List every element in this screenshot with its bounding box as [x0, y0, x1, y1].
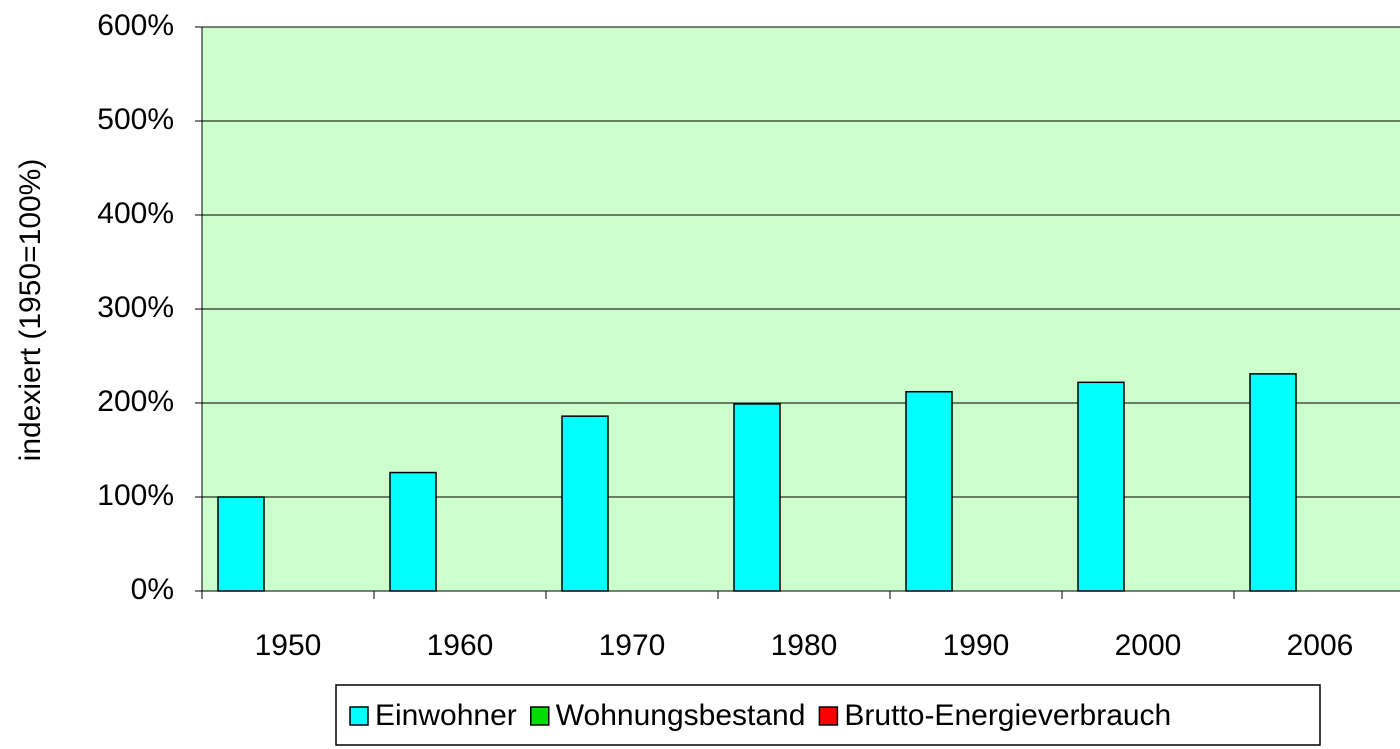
legend-swatch	[818, 706, 839, 726]
legend-label: Wohnungsbestand	[556, 699, 806, 732]
y-tick-label: 300%	[97, 291, 174, 324]
x-tick-label: 1950	[255, 629, 322, 662]
y-tick-label: 400%	[97, 197, 174, 230]
bar	[217, 496, 265, 592]
x-tick-label: 1990	[943, 629, 1010, 662]
y-tick-label: 600%	[97, 9, 174, 42]
bar	[733, 403, 781, 592]
y-tick-label: 0%	[131, 573, 174, 606]
y-tick-label: 500%	[97, 103, 174, 136]
x-tick-label: 2000	[1115, 629, 1182, 662]
x-tick-label: 1980	[771, 629, 838, 662]
x-tick-label: 2006	[1287, 629, 1354, 662]
y-tick-label: 100%	[97, 479, 174, 512]
legend-label: Brutto-Energieverbrauch	[844, 699, 1171, 732]
bar	[561, 415, 609, 592]
bar	[1077, 381, 1125, 592]
legend: Einwohner Wohnungsbestand Brutto-Energieve…	[335, 684, 1321, 746]
legend-label: Einwohner	[375, 699, 517, 732]
bar	[389, 471, 437, 592]
x-tick-label: 1960	[427, 629, 494, 662]
bar	[1249, 373, 1297, 592]
x-tick-label: 1970	[599, 629, 666, 662]
y-tick-label: 200%	[97, 385, 174, 418]
legend-swatch	[349, 706, 369, 726]
legend-swatch	[530, 706, 550, 726]
y-axis-label: indexiert (1950=100%)	[14, 159, 47, 462]
bar	[905, 390, 953, 592]
